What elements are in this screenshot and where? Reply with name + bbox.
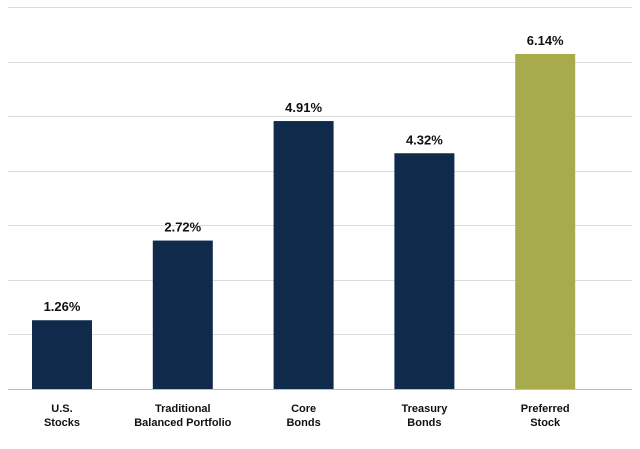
bar — [273, 121, 334, 389]
category-label: Balanced Portfolio — [134, 417, 231, 429]
value-labels: 1.26% 2.72% 4.91% 4.32% 6.14% — [44, 33, 565, 314]
category-label: Preferred — [521, 403, 570, 415]
data-label: 1.26% — [44, 299, 81, 314]
data-label: 2.72% — [164, 220, 201, 235]
bar — [152, 240, 213, 389]
category-label: Stock — [530, 417, 561, 429]
bar — [394, 153, 455, 389]
category-label: Stocks — [44, 417, 80, 429]
category-labels: U.S. Stocks Traditional Balanced Portfolio C… — [44, 403, 570, 429]
data-label: 4.91% — [285, 100, 322, 115]
category-label: Treasury — [401, 403, 448, 415]
category-label: Bonds — [407, 417, 441, 429]
category-label: Bonds — [286, 417, 320, 429]
category-label: Traditional — [155, 403, 211, 415]
bars — [32, 53, 576, 389]
data-label: 4.32% — [406, 132, 443, 147]
data-label: 6.14% — [527, 33, 564, 48]
bar — [515, 53, 576, 389]
bar — [32, 320, 92, 389]
category-label: Core — [291, 403, 316, 415]
category-label: U.S. — [51, 403, 72, 415]
